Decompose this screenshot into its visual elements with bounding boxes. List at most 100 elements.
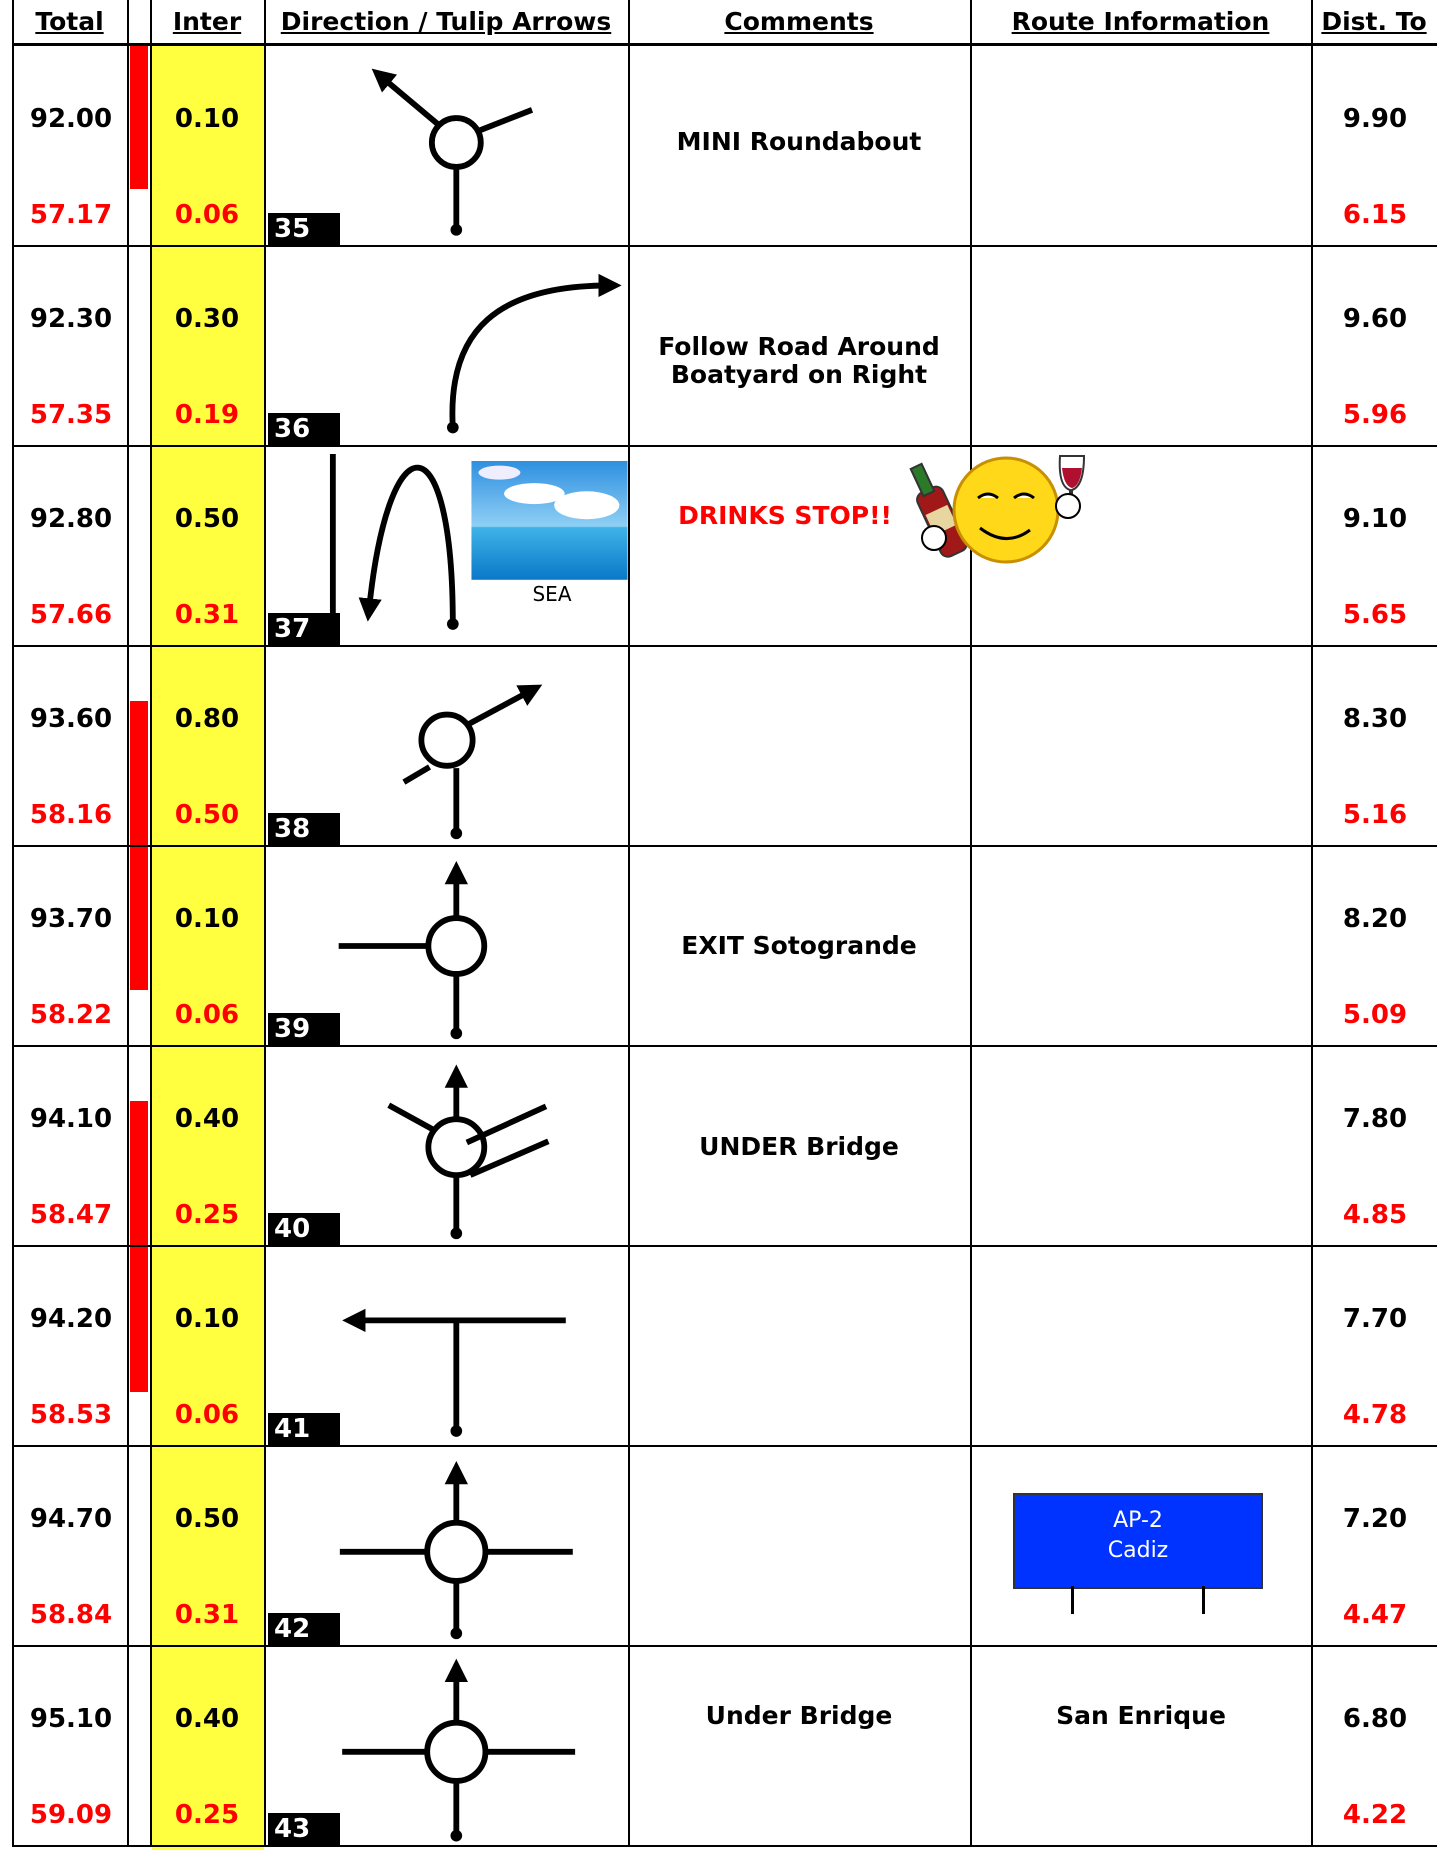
column-line — [12, 0, 14, 1846]
inter-reset: 0.19 — [174, 400, 240, 430]
inter: 0.80 — [174, 704, 240, 734]
inter-reset: 0.31 — [174, 600, 240, 630]
total: 95.10 — [29, 1704, 113, 1734]
sea-label: SEA — [532, 582, 572, 606]
sign-post — [1202, 1586, 1205, 1614]
column-header: Comments — [724, 7, 874, 36]
row-line — [12, 445, 1437, 447]
dist: 9.10 — [1342, 504, 1408, 534]
step-number: 36 — [268, 413, 340, 445]
dist: 8.20 — [1342, 904, 1408, 934]
inter: 0.40 — [174, 1704, 240, 1734]
step-number: 43 — [268, 1813, 340, 1845]
row-line — [12, 1045, 1437, 1047]
column-header: Direction / Tulip Arrows — [280, 7, 612, 36]
step-number: 41 — [268, 1413, 340, 1445]
sign-post — [1071, 1586, 1074, 1614]
tulip-diagram — [342, 1658, 576, 1842]
column-line — [970, 0, 972, 1846]
inter-reset: 0.50 — [174, 800, 240, 830]
dist-remaining: 5.65 — [1342, 600, 1408, 630]
row-line — [12, 645, 1437, 647]
dist: 9.90 — [1342, 104, 1408, 134]
column-header: Dist. To — [1321, 7, 1427, 36]
column-line — [264, 0, 266, 1846]
step-number: 38 — [268, 813, 340, 845]
dist: 8.30 — [1342, 704, 1408, 734]
dist-remaining: 4.22 — [1342, 1800, 1408, 1830]
dist-remaining: 6.15 — [1342, 200, 1408, 230]
inter-reset: 0.31 — [174, 1600, 240, 1630]
red-bar — [130, 46, 148, 189]
step-number: 35 — [268, 213, 340, 245]
dist: 7.70 — [1342, 1304, 1408, 1334]
comment: MINI Roundabout — [676, 127, 922, 156]
step-number: 42 — [268, 1613, 340, 1645]
total-reset: 58.53 — [29, 1400, 113, 1430]
total: 93.70 — [29, 904, 113, 934]
inter: 0.50 — [174, 504, 240, 534]
step-number: 40 — [268, 1213, 340, 1245]
sign-text: AP-2 — [1113, 1508, 1163, 1533]
tulip-diagram — [342, 1308, 566, 1437]
total-reset: 57.35 — [29, 400, 113, 430]
dist: 7.80 — [1342, 1104, 1408, 1134]
total: 94.70 — [29, 1504, 113, 1534]
tulip-diagram — [387, 1064, 550, 1240]
inter: 0.10 — [174, 1304, 240, 1334]
tulip-diagram — [329, 453, 628, 630]
total-reset: 58.16 — [29, 800, 113, 830]
inter-reset: 0.06 — [174, 200, 240, 230]
comment: EXIT Sotogrande — [681, 931, 917, 960]
column-header: Route Information — [1011, 7, 1270, 36]
total: 92.00 — [29, 104, 113, 134]
inter-reset: 0.25 — [174, 1200, 240, 1230]
dist: 7.20 — [1342, 1504, 1408, 1534]
comment: UNDER Bridge — [699, 1132, 899, 1161]
inter-reset: 0.06 — [174, 1000, 240, 1030]
total: 93.60 — [29, 704, 113, 734]
tulip-diagram — [447, 273, 622, 434]
inter-column-fill — [152, 46, 264, 1850]
total-reset: 58.22 — [29, 1000, 113, 1030]
tulip-diagram — [402, 684, 543, 840]
inter: 0.50 — [174, 1504, 240, 1534]
total-reset: 57.66 — [29, 600, 113, 630]
comment: DRINKS STOP!! — [678, 501, 892, 530]
road-sign — [1013, 1493, 1263, 1589]
dist: 9.60 — [1342, 304, 1408, 334]
total-reset: 57.17 — [29, 200, 113, 230]
comment: Under Bridge — [705, 1701, 893, 1730]
column-line — [150, 0, 152, 1846]
row-line — [12, 1845, 1437, 1847]
sign-text: Cadiz — [1107, 1538, 1169, 1563]
dist-remaining: 4.47 — [1342, 1600, 1408, 1630]
row-line — [12, 845, 1437, 847]
total-reset: 58.47 — [29, 1200, 113, 1230]
step-number: 37 — [268, 613, 340, 645]
column-header: Inter — [172, 7, 242, 36]
tulip-diagram — [338, 860, 488, 1040]
inter: 0.10 — [174, 904, 240, 934]
row-line — [12, 1645, 1437, 1647]
dist-remaining: 4.78 — [1342, 1400, 1408, 1430]
column-line — [1311, 0, 1313, 1846]
dist-remaining: 5.96 — [1342, 400, 1408, 430]
total: 94.20 — [29, 1304, 113, 1334]
inter: 0.40 — [174, 1104, 240, 1134]
inter-reset: 0.25 — [174, 1800, 240, 1830]
route-info: San Enrique — [1056, 1701, 1226, 1730]
row-line — [12, 1245, 1437, 1247]
tulip-diagram — [339, 1460, 573, 1640]
row-line — [12, 245, 1437, 247]
total: 94.10 — [29, 1104, 113, 1134]
dist-remaining: 5.09 — [1342, 1000, 1408, 1030]
inter: 0.30 — [174, 304, 240, 334]
total: 92.80 — [29, 504, 113, 534]
comment: Follow Road Around Boatyard on Right — [658, 332, 940, 389]
row-line — [12, 1445, 1437, 1447]
column-line — [127, 0, 129, 1846]
dist: 6.80 — [1342, 1704, 1408, 1734]
tulip-diagram — [371, 68, 534, 236]
